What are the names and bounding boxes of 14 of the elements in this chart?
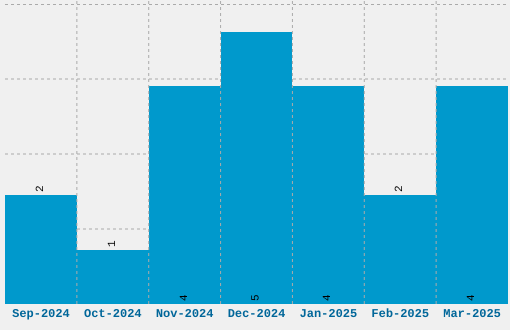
x-tick-label: Nov-2024 [156, 307, 214, 321]
x-tick-label: Feb-2025 [371, 307, 430, 321]
data-label: 4 [466, 294, 478, 301]
data-label: 5 [250, 294, 262, 301]
data-label: 2 [394, 185, 406, 192]
data-label: 4 [322, 294, 334, 301]
data-label: 4 [179, 294, 191, 301]
x-tick-label: Jan-2025 [300, 307, 358, 321]
x-tick-label: Mar-2025 [443, 307, 501, 321]
x-tick-label: Sep-2024 [12, 307, 70, 321]
data-label: 2 [35, 185, 47, 192]
x-tick-label: Oct-2024 [84, 307, 142, 321]
x-tick-label: Dec-2024 [228, 307, 286, 321]
data-label: 1 [107, 240, 119, 247]
